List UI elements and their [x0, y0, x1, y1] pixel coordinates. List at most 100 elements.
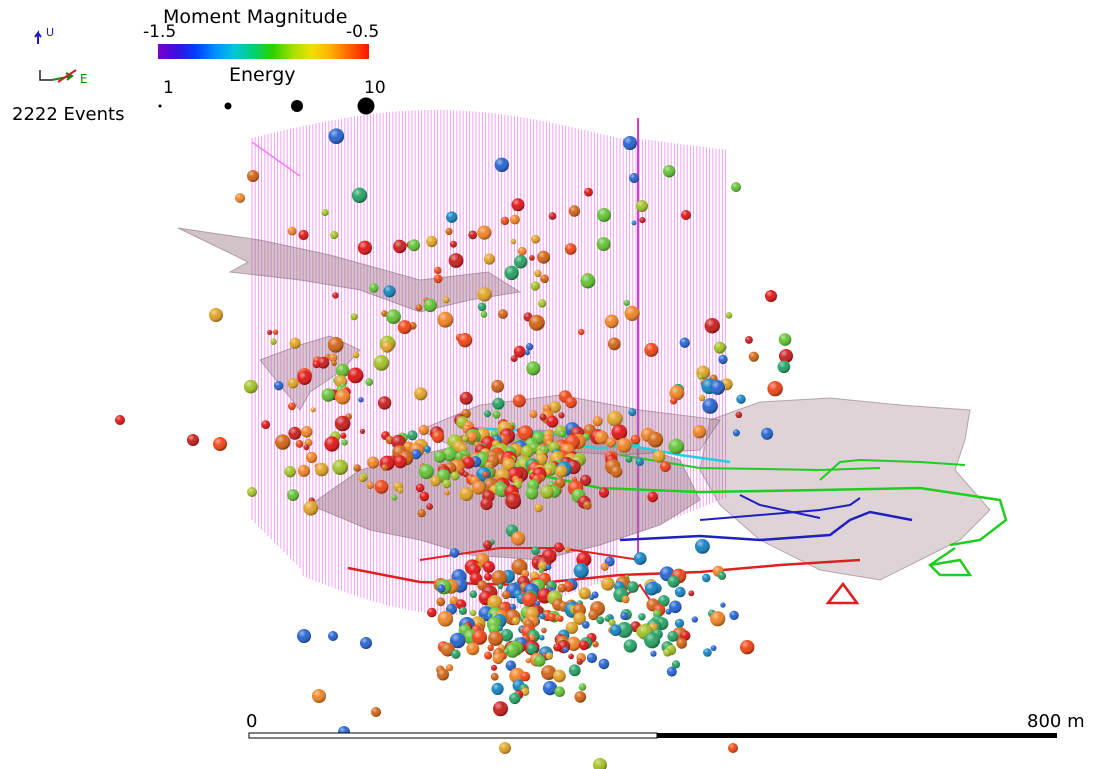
seismic-event [534, 600, 541, 607]
seismic-event [491, 664, 497, 671]
seismic-event [287, 489, 299, 501]
seismic-event [542, 681, 558, 696]
east-axis-arrow [51, 72, 74, 81]
seismic-event [306, 451, 318, 463]
event-count: 2222 Events [12, 104, 125, 125]
seismic-event [484, 651, 493, 660]
seismic-event [697, 374, 704, 380]
seismic-event [623, 136, 637, 150]
seismic-event [411, 449, 422, 460]
seismic-event [341, 439, 348, 446]
ore-surface [177, 227, 522, 313]
axis-up-label: U [46, 26, 55, 39]
seismic-event [647, 431, 664, 448]
seismic-event [383, 285, 396, 298]
seismic-event [434, 266, 442, 275]
seismic-event [676, 638, 687, 649]
seismic-event [300, 426, 313, 438]
seismic-event [623, 639, 637, 653]
seismic-event [284, 466, 296, 478]
seismic-event [576, 658, 583, 665]
seismic-event [312, 689, 326, 703]
seismic-event [525, 658, 531, 664]
seismic-event [578, 328, 585, 336]
seismic-event [644, 342, 659, 357]
seismic-event [674, 618, 685, 628]
seismic-event [531, 234, 540, 244]
seismic-event [415, 304, 423, 312]
seismic-event [469, 590, 478, 598]
seismic-event [578, 683, 587, 691]
seismic-event [297, 370, 312, 385]
seismic-event [604, 314, 619, 329]
seismic-event [540, 274, 549, 284]
seismic-event [407, 430, 418, 441]
seismic-event [553, 669, 566, 683]
seismic-event [652, 450, 666, 463]
seismic-event [427, 607, 437, 618]
seismic-event [625, 455, 633, 463]
seismic-event [426, 503, 433, 510]
seismic-event [275, 434, 291, 450]
seismic-event [728, 743, 738, 753]
seismic-event [317, 356, 330, 369]
seismic-event [477, 287, 492, 302]
seismic-event [580, 474, 592, 486]
seismic-event [584, 187, 593, 197]
seismic-event [568, 205, 581, 217]
seismic-event [321, 388, 335, 402]
seismic-event [579, 640, 589, 651]
seismic-event [601, 577, 615, 591]
seismic-event [504, 648, 510, 654]
seismic-event [502, 590, 511, 600]
scale-bar-white-segment [248, 732, 658, 739]
seismic-event [620, 612, 629, 620]
seismic-event [381, 464, 389, 471]
seismic-event [437, 311, 454, 328]
scale-bar [248, 732, 1057, 739]
seismic-event [526, 361, 541, 376]
seismic-event [488, 631, 504, 646]
seismic-event [695, 539, 710, 554]
seismic-event [529, 410, 538, 419]
red-tunnel [827, 581, 859, 604]
seismic-event [679, 337, 690, 348]
seismic-event [482, 560, 495, 573]
seismic-event [261, 420, 271, 429]
seismic-event [517, 246, 527, 256]
seismic-event [639, 217, 646, 224]
seismic-event [500, 216, 510, 226]
axis-east-label: E [80, 72, 88, 86]
seismic-event [373, 355, 390, 371]
seismic-event [600, 562, 609, 571]
scale-bar-black-segment [657, 733, 1057, 738]
seismic-event [539, 613, 546, 620]
seismic-event [520, 671, 531, 682]
seismic-event [437, 668, 449, 681]
seismic-event [391, 434, 406, 450]
seismic-event [713, 341, 726, 354]
seismic-event [537, 299, 547, 308]
seismic-event [667, 630, 679, 642]
seismic-event [674, 586, 686, 598]
seismic-event [366, 481, 375, 490]
seismic-event [517, 425, 534, 441]
seismic-event [436, 597, 446, 607]
seismic-event [335, 389, 351, 405]
seismic-event [541, 665, 557, 681]
seismic-event [332, 292, 339, 299]
seismic-event [462, 456, 475, 469]
seismic-event [564, 546, 571, 553]
seismic-event [663, 648, 672, 657]
seismic-event [704, 318, 720, 334]
seismic-event [397, 487, 404, 494]
green-tunnel [819, 458, 966, 481]
seismic-event [331, 360, 337, 366]
seismic-event [596, 616, 605, 625]
seismic-event [484, 573, 492, 581]
seismic-event [381, 310, 388, 317]
green-tunnel [928, 546, 973, 577]
seismic-event [187, 434, 199, 446]
up-axis-arrow [34, 30, 42, 44]
seismic-event [297, 629, 311, 643]
